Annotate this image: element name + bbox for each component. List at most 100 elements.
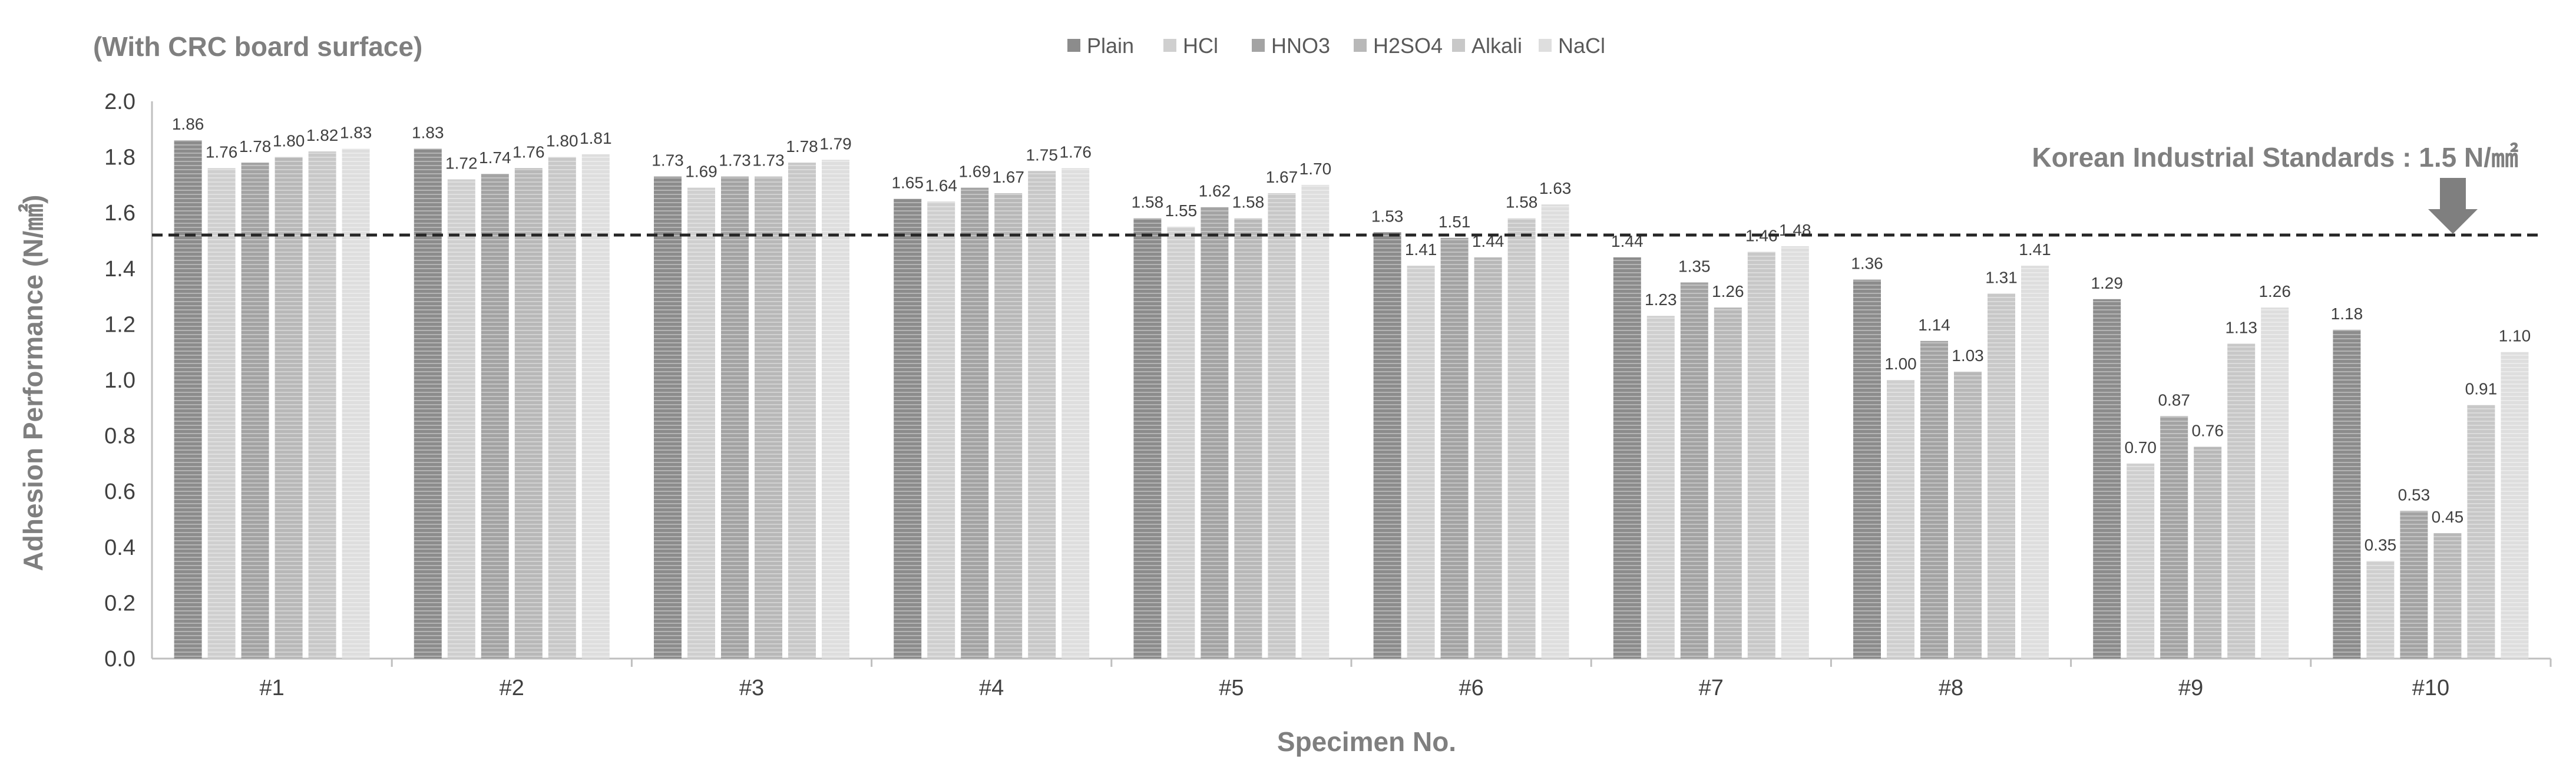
legend-label: H2SO4 xyxy=(1373,34,1443,58)
bar-texture xyxy=(2366,561,2395,659)
reference-annotation: Korean Industrial Standards : 1.5 N/㎟ xyxy=(2032,142,2518,173)
data-label: 0.91 xyxy=(2465,380,2498,398)
chart-subtitle: (With CRC board surface) xyxy=(93,31,422,62)
bar-texture xyxy=(1853,279,1881,659)
data-label: 1.26 xyxy=(2258,282,2291,300)
data-label: 1.76 xyxy=(512,143,545,161)
bar-texture xyxy=(581,154,610,659)
bar-texture xyxy=(275,157,303,659)
bar-texture xyxy=(1646,316,1675,659)
legend-swatch xyxy=(1354,39,1367,52)
data-label: 0.53 xyxy=(2398,485,2430,504)
data-label: 1.55 xyxy=(1165,201,1198,220)
bar-texture xyxy=(1920,340,1948,659)
data-label: 1.00 xyxy=(1884,355,1917,373)
y-tick-label: 1.8 xyxy=(104,146,135,170)
bar-texture xyxy=(414,148,442,659)
x-axis: #1 #2 #3 #4 #5 #6 #7 #8 #9 #10 xyxy=(152,657,2552,700)
data-label: 1.65 xyxy=(891,174,924,192)
data-label: 1.75 xyxy=(1026,146,1058,164)
bar-texture xyxy=(1407,266,1435,659)
data-label: 1.79 xyxy=(819,134,852,153)
bar-texture xyxy=(2400,511,2428,659)
bar-texture xyxy=(1714,308,1742,659)
y-tick-label: 1.6 xyxy=(104,201,135,226)
bar-texture xyxy=(687,187,715,659)
data-label: 1.23 xyxy=(1645,290,1677,309)
x-tick-label: #10 xyxy=(2412,676,2449,700)
data-label: 1.14 xyxy=(1918,316,1950,334)
bar-texture xyxy=(2467,405,2495,659)
y-tick-label: 0.4 xyxy=(104,535,135,560)
data-label: 1.29 xyxy=(2091,274,2123,292)
bar-texture xyxy=(1028,171,1056,659)
y-tick-label: 1.4 xyxy=(104,257,135,282)
data-label: 1.64 xyxy=(925,176,957,194)
data-label: 1.63 xyxy=(1539,179,1572,197)
bar-texture xyxy=(788,163,816,659)
bar-texture xyxy=(1373,232,1401,659)
bar-texture xyxy=(342,148,370,659)
data-label: 1.53 xyxy=(1371,207,1404,225)
y-tick-label: 0.6 xyxy=(104,480,135,504)
bar-texture xyxy=(1301,184,1330,659)
data-label: 0.76 xyxy=(2191,422,2224,440)
data-label: 1.58 xyxy=(1132,193,1164,211)
data-label: 1.10 xyxy=(2499,327,2531,345)
data-label: 1.51 xyxy=(1439,213,1471,231)
bar-texture xyxy=(2093,299,2121,659)
legend-swatch xyxy=(1067,39,1080,52)
bar-texture xyxy=(2160,416,2188,659)
bar-texture xyxy=(1954,371,1982,659)
data-label: 1.83 xyxy=(340,123,372,141)
data-label: 1.18 xyxy=(2331,305,2363,323)
data-label: 1.86 xyxy=(172,115,204,133)
legend-swatch xyxy=(1452,39,1465,52)
bar-texture xyxy=(1474,257,1502,659)
data-label: 1.35 xyxy=(1678,257,1711,275)
x-tick-label: #2 xyxy=(500,676,524,700)
bar-texture xyxy=(308,151,336,659)
bar-texture xyxy=(447,179,475,659)
bar-texture xyxy=(1541,204,1569,659)
data-label: 1.58 xyxy=(1506,193,1538,211)
bar-texture xyxy=(1747,252,1775,659)
bar-texture xyxy=(2021,266,2049,659)
data-label: 1.73 xyxy=(652,151,684,170)
bar-texture xyxy=(822,160,849,659)
bar-texture xyxy=(481,173,509,659)
bar-texture xyxy=(514,168,543,659)
y-tick-label: 1.0 xyxy=(104,368,135,393)
bar-texture xyxy=(1062,168,1090,659)
legend-swatch xyxy=(1252,39,1265,52)
legend-label: Alkali xyxy=(1471,34,1522,58)
legend-label: HCl xyxy=(1183,34,1218,58)
bar-texture xyxy=(2194,447,2222,659)
data-label: 1.36 xyxy=(1851,254,1883,273)
bar-texture xyxy=(2261,308,2289,659)
data-label: 1.83 xyxy=(412,123,444,141)
bar-texture xyxy=(961,187,989,659)
bar-texture xyxy=(1440,237,1469,659)
x-tick-label: #3 xyxy=(739,676,764,700)
bar-texture xyxy=(207,168,236,659)
legend-label: Plain xyxy=(1087,34,1134,58)
x-tick-label: #1 xyxy=(259,676,284,700)
data-label: 1.78 xyxy=(786,137,818,156)
bar-texture xyxy=(2433,533,2462,659)
data-label: 1.69 xyxy=(958,163,991,181)
data-label: 0.87 xyxy=(2158,391,2190,409)
data-label: 1.81 xyxy=(580,129,612,147)
legend-label: HNO3 xyxy=(1271,34,1330,58)
bar-texture xyxy=(1781,246,1809,659)
bar-texture xyxy=(1680,282,1708,659)
x-tick-label: #4 xyxy=(979,676,1004,700)
bar-texture xyxy=(2227,343,2256,659)
bar-texture xyxy=(721,176,749,659)
data-label: 1.72 xyxy=(445,154,478,172)
legend-label: NaCl xyxy=(1558,34,1605,58)
bar-texture xyxy=(2501,352,2529,659)
data-label: 1.13 xyxy=(2225,319,2257,337)
